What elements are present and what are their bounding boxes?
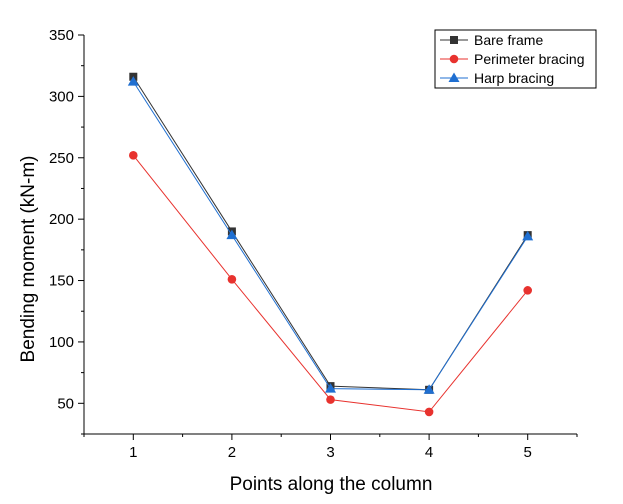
x-tick-label: 5 bbox=[524, 444, 532, 461]
y-tick-label: 300 bbox=[49, 88, 74, 105]
x-tick-label: 3 bbox=[326, 444, 334, 461]
x-tick-label: 2 bbox=[228, 444, 236, 461]
y-tick-label: 50 bbox=[57, 395, 74, 412]
x-tick-label: 1 bbox=[129, 444, 137, 461]
y-tick-label: 350 bbox=[49, 27, 74, 44]
series-line bbox=[132, 155, 529, 413]
axes bbox=[83, 35, 577, 435]
legend-item: Bare frame bbox=[440, 32, 543, 48]
data-point bbox=[227, 275, 237, 284]
legend: Bare frame Perimeter bracing Harp bracing bbox=[434, 29, 597, 89]
legend-marker bbox=[450, 36, 458, 44]
legend-label: Perimeter bracing bbox=[474, 51, 585, 67]
data-point bbox=[424, 407, 434, 417]
series-perimeter-bracing bbox=[129, 151, 532, 417]
y-tick-label: 100 bbox=[49, 334, 74, 351]
legend-label: Harp bracing bbox=[474, 70, 554, 86]
data-point bbox=[326, 395, 335, 404]
data-point bbox=[129, 151, 138, 160]
legend-label: Bare frame bbox=[474, 32, 543, 48]
series-harp-bracing bbox=[127, 76, 534, 394]
y-axis-label: Bending moment (kN-m) bbox=[18, 156, 39, 363]
legend-marker bbox=[448, 72, 460, 82]
data-point bbox=[325, 383, 336, 393]
series bbox=[127, 72, 534, 417]
legend-item: Harp bracing bbox=[440, 70, 554, 86]
y-tick-label: 200 bbox=[49, 211, 74, 228]
data-point bbox=[423, 384, 435, 394]
data-point bbox=[226, 229, 238, 240]
data-point bbox=[522, 230, 534, 241]
ticks: 50 100 150 200 250 300 350 1 2 3 4 5 bbox=[49, 27, 578, 461]
data-point bbox=[523, 286, 532, 295]
x-tick-label: 4 bbox=[425, 444, 433, 461]
y-tick-label: 250 bbox=[49, 150, 74, 167]
series-bare-frame bbox=[129, 72, 532, 394]
legend-item: Perimeter bracing bbox=[440, 51, 585, 67]
y-tick-label: 150 bbox=[49, 273, 74, 290]
legend-marker bbox=[449, 54, 459, 64]
x-axis-label: Points along the column bbox=[230, 474, 433, 495]
series-line bbox=[132, 76, 529, 391]
series-line bbox=[132, 81, 529, 391]
data-point bbox=[127, 76, 139, 86]
